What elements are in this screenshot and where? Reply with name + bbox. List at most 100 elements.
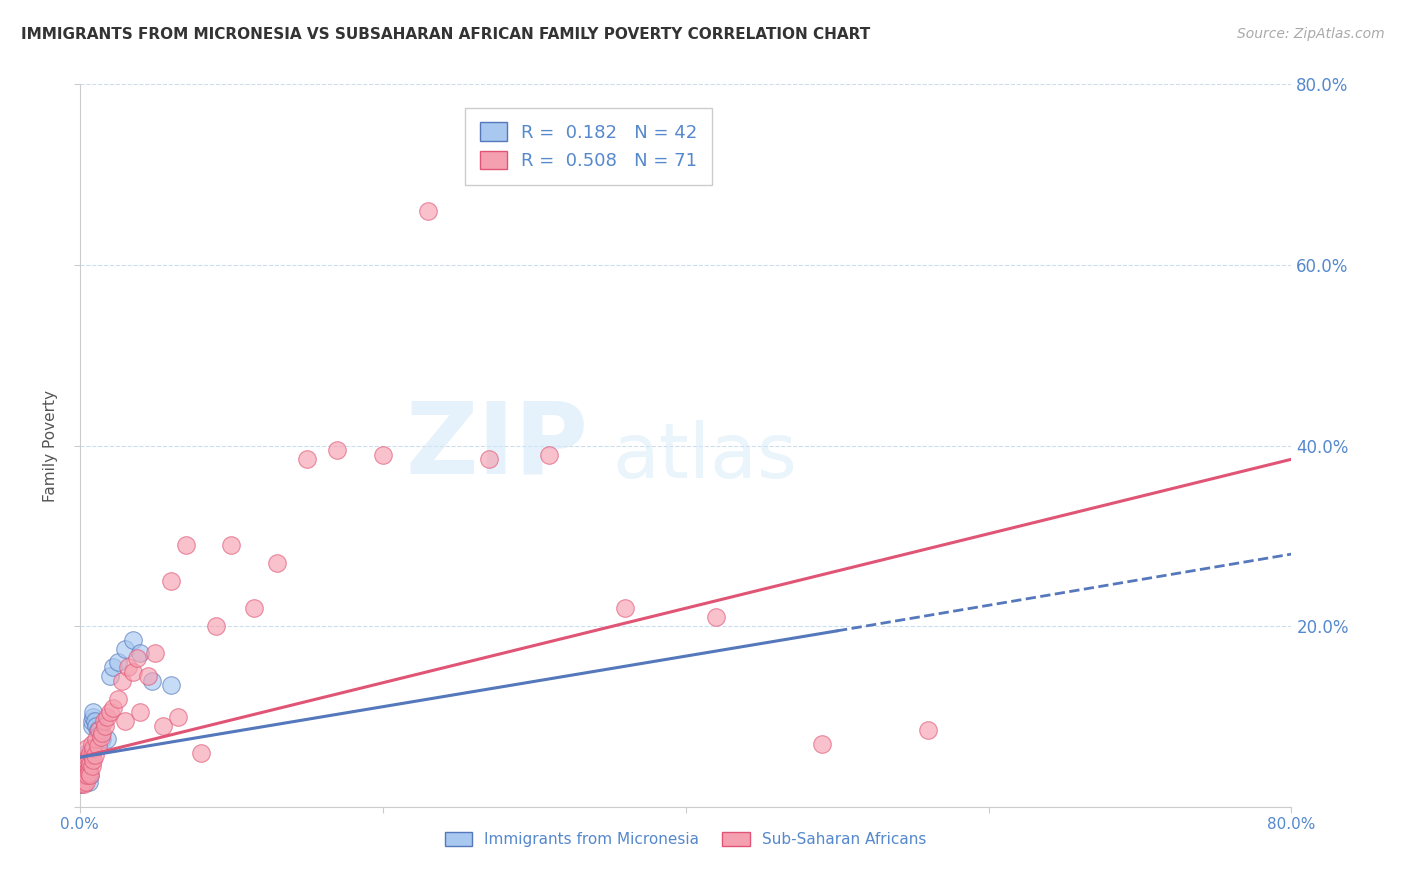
- Point: [76, 764, 98, 778]
- Point: [77, 750, 100, 764]
- Point: [72, 774, 94, 789]
- Point: [91, 726, 114, 740]
- Point: [80, 759, 103, 773]
- Point: [82, 741, 104, 756]
- Point: [73, 755, 96, 769]
- Point: [90, 730, 112, 744]
- Point: [70, 768, 93, 782]
- Point: [87, 739, 110, 753]
- Legend: R =  0.182   N = 42, R =  0.508   N = 71: R = 0.182 N = 42, R = 0.508 N = 71: [465, 108, 711, 185]
- Point: [72, 765, 94, 780]
- Point: [205, 619, 228, 633]
- Point: [80, 747, 103, 762]
- Point: [93, 714, 115, 728]
- Point: [98, 705, 121, 719]
- Point: [136, 669, 159, 683]
- Point: [79, 768, 101, 782]
- Point: [75, 756, 97, 771]
- Point: [96, 732, 118, 747]
- Point: [75, 750, 97, 764]
- Point: [129, 705, 152, 719]
- Point: [127, 651, 149, 665]
- Point: [79, 750, 101, 764]
- Point: [219, 538, 242, 552]
- Point: [77, 774, 100, 789]
- Point: [82, 709, 104, 723]
- Y-axis label: Family Poverty: Family Poverty: [44, 390, 58, 501]
- Point: [73, 768, 96, 782]
- Point: [79, 746, 101, 760]
- Point: [77, 768, 100, 782]
- Point: [70, 777, 93, 791]
- Point: [75, 768, 97, 782]
- Point: [76, 768, 98, 782]
- Point: [75, 771, 97, 785]
- Point: [73, 777, 96, 791]
- Point: [77, 765, 100, 780]
- Point: [159, 678, 181, 692]
- Point: [76, 750, 98, 764]
- Point: [190, 746, 212, 760]
- Text: atlas: atlas: [613, 419, 797, 493]
- Point: [121, 665, 143, 679]
- Point: [107, 656, 129, 670]
- Point: [174, 538, 197, 552]
- Point: [72, 771, 94, 785]
- Point: [79, 756, 101, 771]
- Text: Source: ZipAtlas.com: Source: ZipAtlas.com: [1237, 27, 1385, 41]
- Point: [101, 700, 124, 714]
- Point: [114, 641, 136, 656]
- Point: [70, 764, 93, 778]
- Point: [73, 755, 96, 769]
- Point: [75, 753, 97, 767]
- Point: [704, 610, 727, 624]
- Point: [73, 762, 96, 776]
- Text: ZIP: ZIP: [406, 397, 589, 494]
- Point: [101, 660, 124, 674]
- Point: [76, 746, 98, 760]
- Point: [75, 774, 97, 789]
- Point: [73, 762, 96, 776]
- Point: [80, 714, 103, 728]
- Point: [75, 759, 97, 773]
- Point: [77, 759, 100, 773]
- Point: [98, 669, 121, 683]
- Point: [70, 772, 93, 787]
- Point: [89, 728, 111, 742]
- Point: [107, 691, 129, 706]
- Point: [83, 747, 105, 762]
- Point: [159, 574, 181, 589]
- Point: [70, 768, 93, 782]
- Point: [80, 737, 103, 751]
- Point: [167, 709, 190, 723]
- Point: [114, 714, 136, 728]
- Text: IMMIGRANTS FROM MICRONESIA VS SUBSAHARAN AFRICAN FAMILY POVERTY CORRELATION CHAR: IMMIGRANTS FROM MICRONESIA VS SUBSAHARAN…: [21, 27, 870, 42]
- Point: [72, 771, 94, 785]
- Point: [75, 765, 97, 780]
- Point: [613, 601, 636, 615]
- Point: [75, 765, 97, 780]
- Point: [77, 762, 100, 776]
- Point: [811, 737, 834, 751]
- Point: [73, 768, 96, 782]
- Point: [538, 448, 561, 462]
- Point: [76, 741, 98, 756]
- Point: [416, 203, 439, 218]
- Point: [295, 452, 318, 467]
- Point: [96, 709, 118, 723]
- Point: [84, 719, 107, 733]
- Point: [70, 772, 93, 787]
- Point: [121, 632, 143, 647]
- Point: [70, 777, 93, 791]
- Point: [141, 673, 163, 688]
- Point: [266, 556, 288, 570]
- Point: [72, 765, 94, 780]
- Point: [79, 768, 101, 782]
- Point: [73, 759, 96, 773]
- Point: [83, 714, 105, 728]
- Point: [84, 732, 107, 747]
- Point: [76, 753, 98, 767]
- Point: [94, 719, 117, 733]
- Point: [72, 764, 94, 778]
- Point: [73, 772, 96, 787]
